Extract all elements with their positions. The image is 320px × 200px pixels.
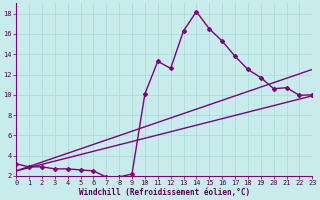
X-axis label: Windchill (Refroidissement éolien,°C): Windchill (Refroidissement éolien,°C) xyxy=(79,188,250,197)
